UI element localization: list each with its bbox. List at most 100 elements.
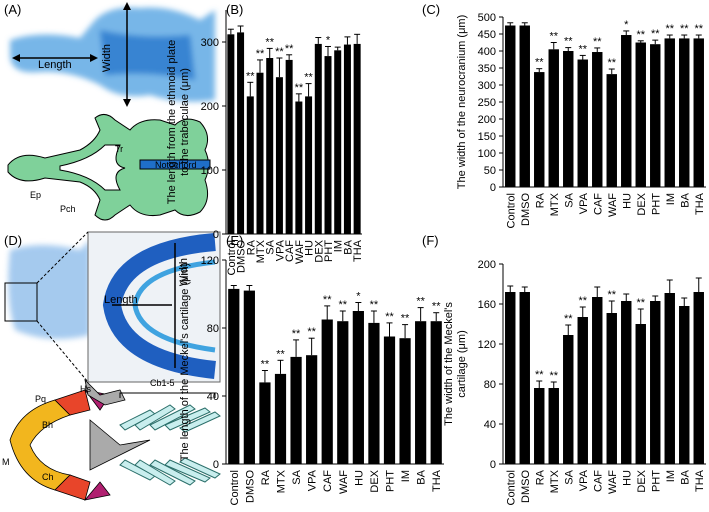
x-tick-label: MTX <box>255 239 267 263</box>
x-tick-label: VPA <box>578 192 590 214</box>
error-bar <box>565 47 572 51</box>
bar <box>621 301 632 464</box>
y-axis-label: The length of the Meckel's cartilage (μm… <box>179 263 191 462</box>
panel-label: (F) <box>422 233 439 248</box>
bar <box>592 52 603 187</box>
x-tick-label: CAF <box>592 193 604 215</box>
bar <box>337 321 349 464</box>
error-bar <box>507 285 514 292</box>
x-tick-label: THA <box>694 192 706 215</box>
y-tick-label: 150 <box>478 131 496 143</box>
significance-label: ** <box>256 48 265 60</box>
x-tick-label: BA <box>679 192 691 207</box>
error-bar <box>417 307 424 322</box>
error-bar <box>305 83 312 97</box>
significance-label: ** <box>651 28 660 40</box>
error-bar <box>325 45 331 57</box>
diagram-label: Length <box>104 294 138 306</box>
error-bar <box>277 359 284 374</box>
x-tick-label: DEX <box>636 469 648 492</box>
bar <box>305 96 313 235</box>
y-tick-label: 50 <box>484 165 496 177</box>
x-tick-label: RA <box>245 239 257 255</box>
error-bar <box>293 339 300 357</box>
x-tick-label: BA <box>416 469 428 484</box>
y-tick-label: 350 <box>478 63 496 75</box>
x-tick-label: BA <box>679 469 691 484</box>
error-bar <box>623 30 630 36</box>
error-bar <box>652 39 659 45</box>
y-tick-label: 0 <box>490 459 496 471</box>
bar <box>635 42 646 187</box>
diagram-label: Ep <box>30 190 41 200</box>
arrowhead <box>123 99 131 107</box>
error-bar <box>246 285 253 291</box>
y-tick-label: 0 <box>213 459 219 471</box>
arrowhead <box>12 54 20 62</box>
error-bar <box>579 306 586 317</box>
x-tick-label: PHT <box>650 470 662 492</box>
x-tick-label: WAF <box>338 470 350 494</box>
x-tick-label: CAF <box>592 470 604 492</box>
panel-a-diagram <box>7 114 211 221</box>
y-axis-label: The width of the Meckel's <box>443 302 455 426</box>
significance-label: ** <box>385 311 394 323</box>
significance-label: ** <box>295 82 304 94</box>
bar <box>321 319 333 464</box>
error-bar <box>295 93 302 102</box>
y-tick-label: 250 <box>478 97 496 109</box>
x-tick-label: RA <box>260 469 272 485</box>
error-bar <box>594 47 601 53</box>
error-bar <box>370 310 377 323</box>
diagram-label: M <box>2 457 10 467</box>
bar <box>548 388 559 464</box>
y-tick-label: 40 <box>484 419 496 431</box>
bar <box>650 44 661 188</box>
diagram-label: Tr <box>115 144 123 154</box>
error-bar <box>550 381 557 388</box>
significance-label: ** <box>564 313 573 325</box>
error-bar <box>536 68 543 73</box>
x-tick-label: MTX <box>276 469 288 493</box>
significance-label: ** <box>535 57 544 69</box>
error-bar <box>695 34 702 39</box>
y-tick-label: 160 <box>478 299 496 311</box>
error-bar <box>334 46 341 51</box>
x-tick-label: DEX <box>313 239 325 262</box>
y-axis-label: The width of the neurocranium (μm) <box>456 15 468 189</box>
panel-d-diagram <box>9 378 151 501</box>
diagram-label: Ch <box>42 472 54 482</box>
x-tick-label: BA <box>342 239 354 254</box>
significance-label: * <box>356 291 361 303</box>
x-tick-label: THA <box>431 469 443 492</box>
bar <box>534 72 545 187</box>
error-bar <box>227 28 234 35</box>
x-tick-label: CAF <box>322 470 334 492</box>
significance-label: ** <box>593 36 602 48</box>
error-bar <box>550 42 557 50</box>
x-tick-label: Control <box>226 240 238 275</box>
significance-label: ** <box>564 36 573 48</box>
y-tick-label: 100 <box>201 165 219 177</box>
y-tick-label: 200 <box>201 101 219 113</box>
y-axis-label: cartilage (μm) <box>456 330 468 397</box>
error-bar <box>257 59 263 73</box>
x-tick-label: THA <box>352 239 364 262</box>
x-tick-label: Control <box>505 193 517 228</box>
significance-label: ** <box>307 326 316 338</box>
error-bar <box>402 324 409 339</box>
bar <box>635 324 646 464</box>
significance-label: ** <box>432 301 441 313</box>
y-tick-label: 80 <box>207 323 219 335</box>
bar <box>505 292 516 464</box>
y-tick-label: 120 <box>201 255 219 267</box>
x-tick-label: SA <box>563 469 575 484</box>
bar <box>621 35 632 187</box>
bar <box>314 43 322 234</box>
bar <box>679 306 690 464</box>
significance-label: ** <box>246 70 255 82</box>
significance-label: ** <box>323 294 332 306</box>
x-tick-label: HU <box>621 193 633 209</box>
error-bar <box>637 40 644 43</box>
bar <box>334 50 342 234</box>
